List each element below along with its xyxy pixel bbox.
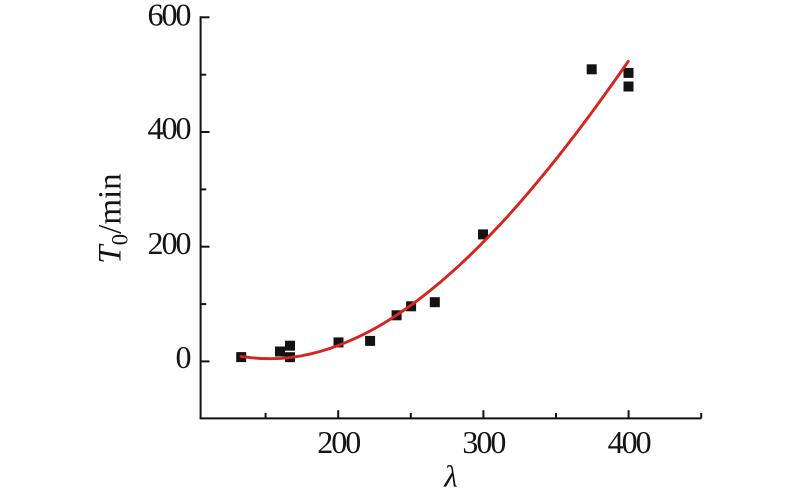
svg-text:400: 400 xyxy=(608,424,651,460)
svg-text:0: 0 xyxy=(176,339,191,375)
svg-text:300: 300 xyxy=(462,424,505,460)
svg-text:400: 400 xyxy=(148,110,191,146)
svg-text:200: 200 xyxy=(317,424,360,460)
svg-text:600: 600 xyxy=(148,0,191,32)
svg-text:λ: λ xyxy=(443,458,457,493)
svg-text:200: 200 xyxy=(148,225,191,261)
svg-text:T0/min: T0/min xyxy=(93,173,133,263)
